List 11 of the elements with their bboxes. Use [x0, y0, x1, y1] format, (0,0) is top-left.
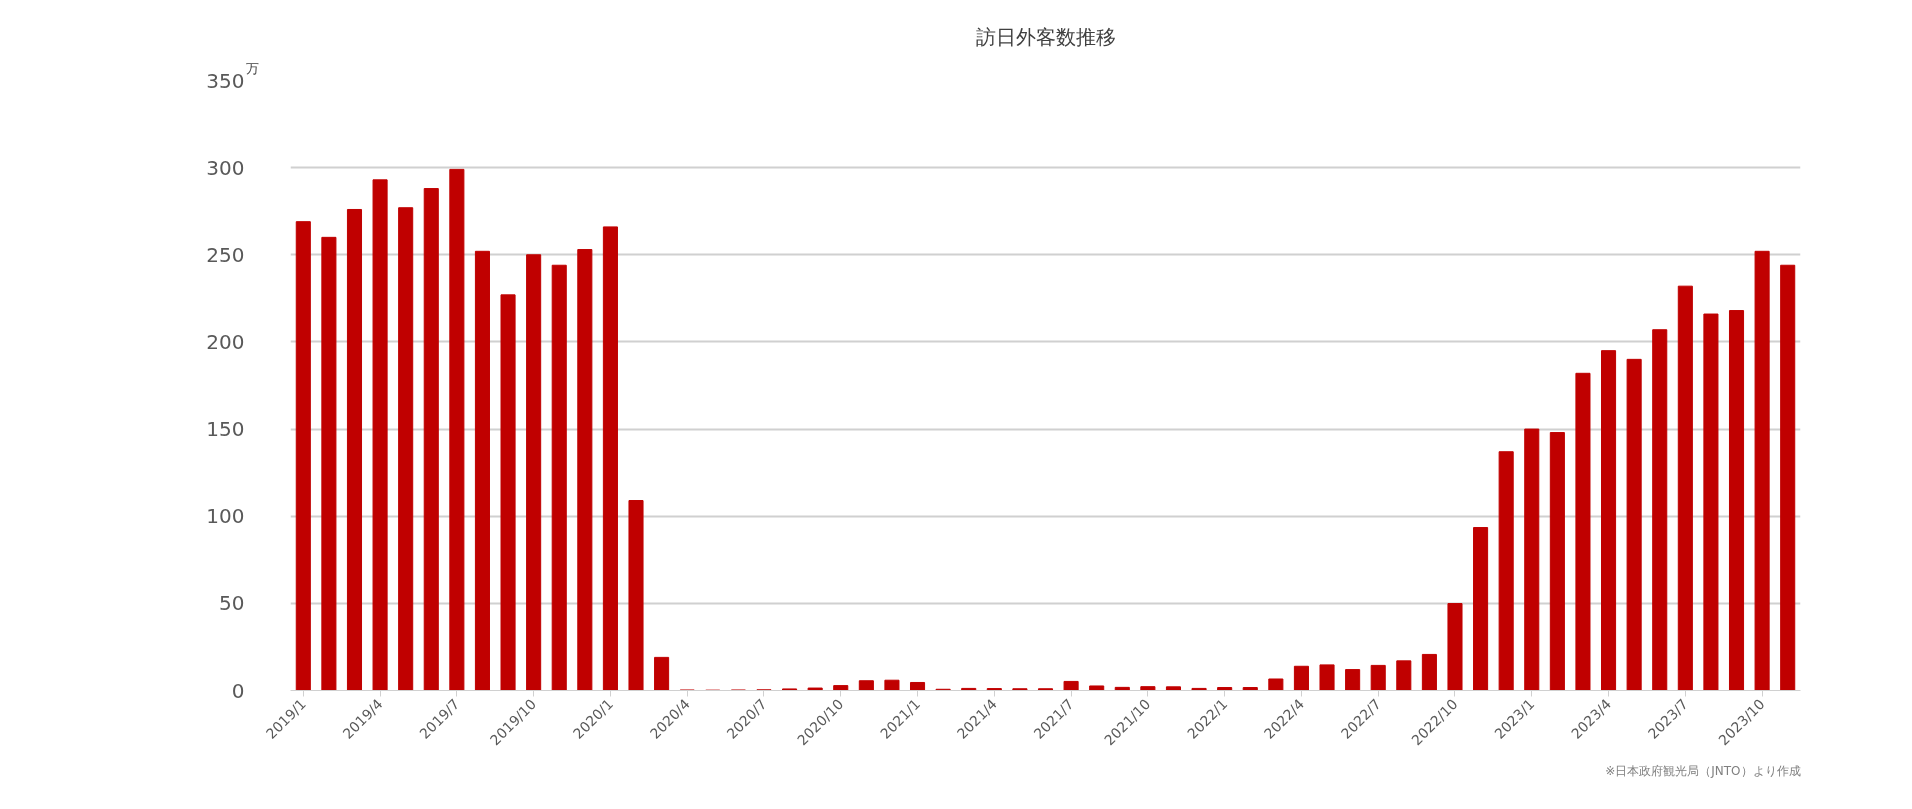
y-axis-title: 万	[245, 60, 259, 76]
y-tick-label: 250	[206, 242, 245, 267]
y-tick-label: 200	[206, 329, 245, 354]
y-tick-label: 0	[231, 678, 245, 703]
y-tick-label: 150	[206, 417, 245, 442]
chart-title: 訪日外客数推移	[975, 24, 1116, 49]
y-tick-label: 300	[206, 155, 245, 180]
text: ※日本政府観光局（JNTO）より作成	[1605, 763, 1801, 778]
y-tick-label: 100	[206, 504, 245, 529]
y-tick-label: 50	[219, 591, 245, 616]
y-tick-label: 350	[206, 68, 245, 93]
